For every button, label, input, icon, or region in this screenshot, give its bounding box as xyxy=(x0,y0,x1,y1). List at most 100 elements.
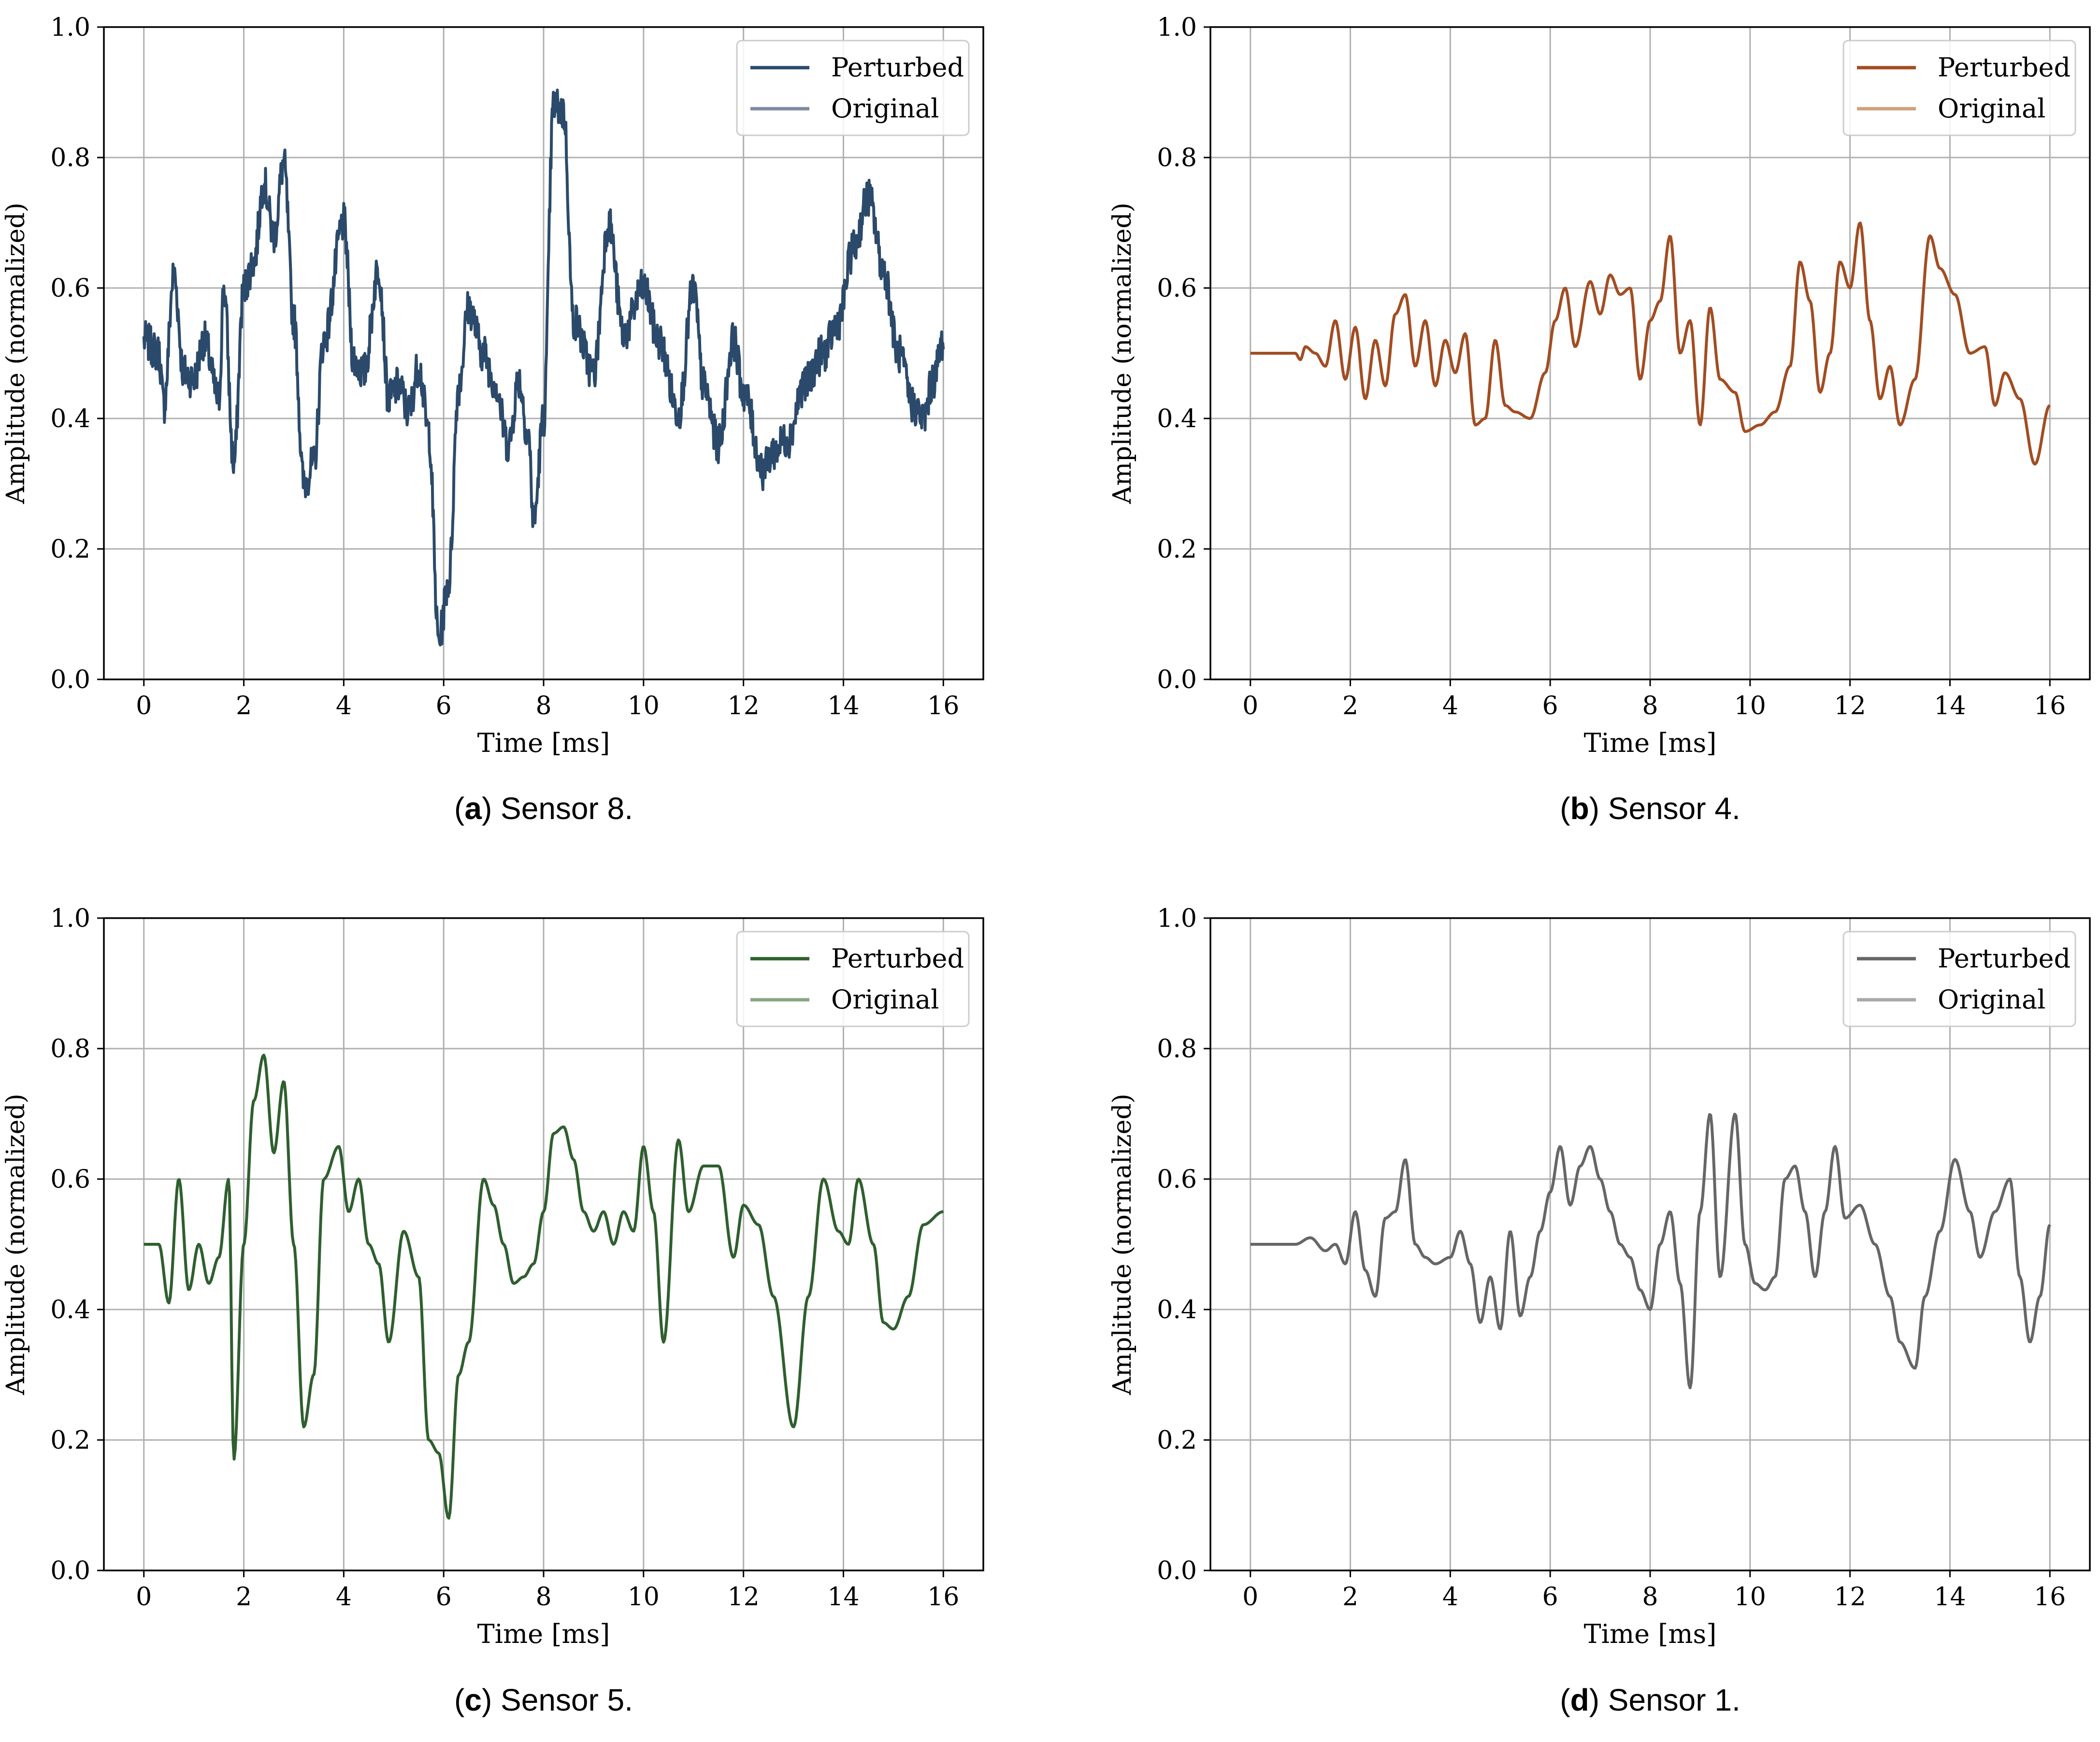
caption-text: Sensor 5. xyxy=(492,1683,633,1717)
legend: Perturbed Original xyxy=(1842,931,2076,1027)
x-tick-label: 12 xyxy=(1834,691,1866,720)
y-tick-label: 0.0 xyxy=(1157,1556,1197,1585)
y-tick-label: 0.8 xyxy=(50,1035,90,1064)
legend-box xyxy=(736,931,970,1027)
legend-label-perturbed: Perturbed xyxy=(831,943,964,974)
x-tick-label: 4 xyxy=(336,1583,352,1612)
x-tick-label: 12 xyxy=(728,1583,760,1612)
x-tick-label: 10 xyxy=(1734,691,1766,720)
caption-paren-open: ( xyxy=(454,1683,464,1717)
y-axis-label: Amplitude (normalized) xyxy=(1,1094,30,1396)
y-tick-label: 0.4 xyxy=(50,1296,90,1324)
x-tick-label: 16 xyxy=(927,1583,959,1612)
y-tick-label: 0.2 xyxy=(1157,1426,1197,1455)
y-tick-label: 0.4 xyxy=(50,404,90,433)
x-tick-label: 4 xyxy=(1442,1583,1458,1612)
y-tick-label: 1.0 xyxy=(1157,13,1197,42)
caption-paren-open: ( xyxy=(1560,1683,1570,1717)
caption-paren-close: ) xyxy=(1589,1683,1599,1717)
caption-letter: c xyxy=(464,1683,482,1717)
subfigure-caption: (b) Sensor 4. xyxy=(1560,791,1740,826)
y-tick-label: 0.2 xyxy=(1157,535,1197,564)
x-tick-label: 4 xyxy=(336,691,352,720)
legend-label-perturbed: Perturbed xyxy=(1938,943,2071,974)
series-line-perturbed xyxy=(142,88,945,647)
caption-paren-open: ( xyxy=(454,791,464,826)
x-tick-label: 10 xyxy=(628,691,660,720)
x-tick-label: 2 xyxy=(1342,691,1358,720)
y-tick-label: 1.0 xyxy=(50,904,90,933)
x-tick-label: 8 xyxy=(1642,691,1658,720)
legend: Perturbed Original xyxy=(736,931,970,1027)
x-tick-label: 2 xyxy=(236,691,252,720)
y-tick-label: 0.8 xyxy=(1157,144,1197,173)
subfigure-caption: (c) Sensor 5. xyxy=(454,1683,633,1717)
x-tick-label: 6 xyxy=(436,691,452,720)
x-tick-label: 16 xyxy=(2034,691,2066,720)
x-tick-label: 16 xyxy=(2034,1583,2066,1612)
x-tick-label: 14 xyxy=(1934,1583,1966,1612)
x-tick-label: 0 xyxy=(1242,691,1258,720)
y-tick-label: 1.0 xyxy=(50,13,90,42)
caption-paren-close: ) xyxy=(482,791,492,826)
caption-text: Sensor 8. xyxy=(492,791,633,826)
caption-paren-close: ) xyxy=(1589,791,1599,826)
x-axis-label: Time [ms] xyxy=(1584,728,1717,758)
x-tick-label: 6 xyxy=(1542,691,1558,720)
legend-label-original: Original xyxy=(831,93,939,124)
x-tick-label: 8 xyxy=(535,1583,551,1612)
y-tick-label: 0.0 xyxy=(1157,665,1197,694)
y-tick-label: 0.2 xyxy=(50,1426,90,1455)
x-tick-label: 0 xyxy=(136,691,152,720)
y-axis-label: Amplitude (normalized) xyxy=(1108,202,1137,504)
y-tick-label: 0.0 xyxy=(50,665,90,694)
legend-box xyxy=(1842,40,2076,136)
x-tick-label: 0 xyxy=(1242,1583,1258,1612)
x-axis-label: Time [ms] xyxy=(1584,1619,1717,1649)
y-tick-label: 0.0 xyxy=(50,1556,90,1585)
x-tick-label: 6 xyxy=(1542,1583,1558,1612)
subfigure-caption: (a) Sensor 8. xyxy=(454,791,633,826)
series-line-perturbed xyxy=(1250,1112,2051,1389)
y-tick-label: 0.6 xyxy=(1157,274,1197,303)
legend-label-original: Original xyxy=(1938,93,2045,124)
legend: Perturbed Original xyxy=(736,40,970,136)
x-tick-label: 2 xyxy=(236,1583,252,1612)
chart-panel-c: 0 2 4 6 8 10 12 14 16 0.0 0.2 0.4 0.6 0.8 1.0 Time [ms]… xyxy=(1,904,984,1717)
y-tick-label: 0.2 xyxy=(50,535,90,564)
x-tick-label: 8 xyxy=(1642,1583,1658,1612)
x-axis-label: Time [ms] xyxy=(477,1619,610,1649)
y-axis-label: Amplitude (normalized) xyxy=(1108,1094,1137,1396)
y-tick-label: 0.4 xyxy=(1157,1296,1197,1324)
subfigure-caption: (d) Sensor 1. xyxy=(1560,1683,1740,1717)
x-tick-label: 10 xyxy=(628,1583,660,1612)
x-tick-label: 4 xyxy=(1442,691,1458,720)
caption-paren-open: ( xyxy=(1560,791,1570,826)
y-tick-label: 1.0 xyxy=(1157,904,1197,933)
y-tick-label: 0.6 xyxy=(50,274,90,303)
x-tick-label: 0 xyxy=(136,1583,152,1612)
y-tick-label: 0.4 xyxy=(1157,404,1197,433)
x-tick-label: 8 xyxy=(535,691,551,720)
x-tick-label: 12 xyxy=(728,691,760,720)
x-tick-label: 6 xyxy=(436,1583,452,1612)
x-tick-label: 14 xyxy=(827,691,859,720)
y-tick-label: 0.8 xyxy=(1157,1035,1197,1064)
x-tick-label: 14 xyxy=(1934,691,1966,720)
caption-text: Sensor 4. xyxy=(1599,791,1740,826)
legend-box xyxy=(736,40,970,136)
y-tick-label: 0.8 xyxy=(50,144,90,173)
caption-letter: a xyxy=(464,791,482,826)
caption-letter: d xyxy=(1570,1683,1589,1717)
y-axis-label: Amplitude (normalized) xyxy=(1,202,30,504)
legend-label-original: Original xyxy=(1938,984,2045,1015)
x-tick-label: 2 xyxy=(1342,1583,1358,1612)
series-line-perturbed xyxy=(144,1053,944,1520)
legend-label-original: Original xyxy=(831,984,939,1015)
legend-box xyxy=(1842,931,2076,1027)
caption-letter: b xyxy=(1570,791,1589,826)
chart-panel-a: 0 2 4 6 8 10 12 14 16 0.0 0.2 0.4 0.6 0.8 1.0 Time [ms]… xyxy=(1,13,984,826)
x-tick-label: 12 xyxy=(1834,1583,1866,1612)
caption-text: Sensor 1. xyxy=(1599,1683,1740,1717)
